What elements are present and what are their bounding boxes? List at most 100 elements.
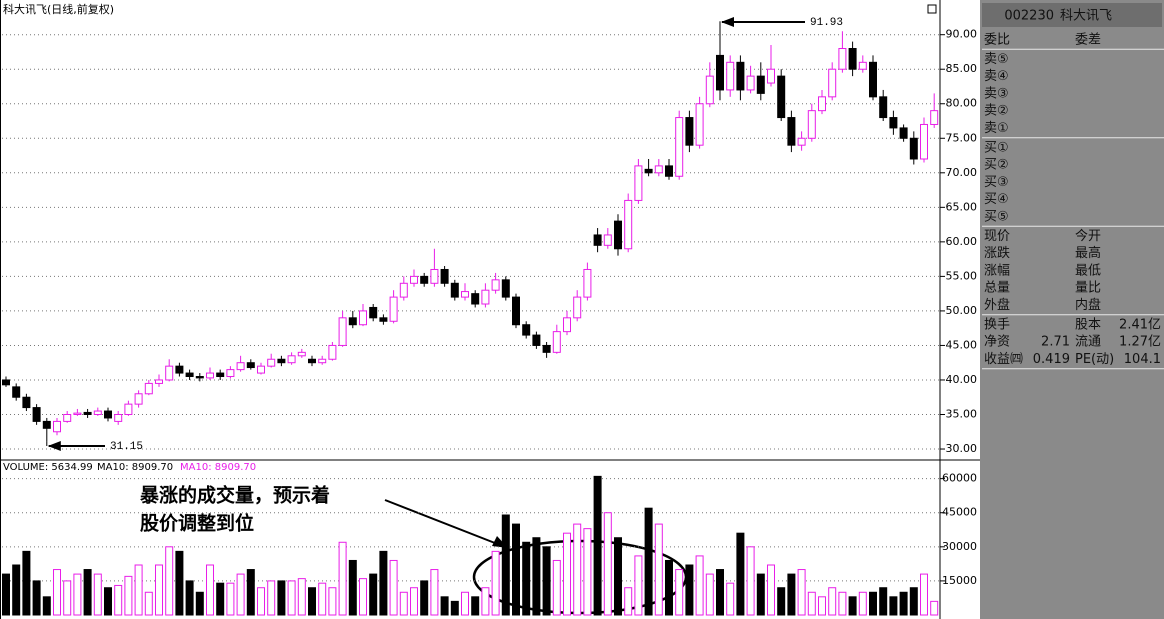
volume-bar	[175, 550, 184, 616]
panel-label: 涨幅	[984, 263, 1010, 278]
volume-bar	[573, 523, 582, 616]
candle-body	[858, 61, 867, 70]
volume-bar	[716, 569, 724, 616]
candle-body	[297, 351, 306, 357]
panel-value: 104.1	[1124, 352, 1161, 367]
volume-bar	[185, 580, 194, 616]
volume-bar	[501, 514, 510, 616]
candle-body	[909, 137, 918, 160]
y-tick-label: 45000	[942, 506, 977, 519]
volume-bar	[277, 580, 286, 616]
candle-body	[185, 372, 194, 378]
arrow-head	[721, 17, 734, 27]
candle-body	[869, 61, 877, 98]
chart-title: 科大讯飞(日线,前复权)	[3, 2, 114, 16]
candle-body	[818, 96, 826, 112]
candle-body	[206, 372, 214, 379]
candle-body	[756, 75, 765, 94]
candle-body	[246, 362, 255, 369]
panel-label: 委差	[1075, 33, 1101, 48]
candle-body	[471, 293, 480, 305]
volume-bar	[512, 523, 520, 616]
volume-bar	[777, 587, 786, 616]
volume-bar	[206, 564, 214, 616]
candle-body	[593, 234, 602, 246]
y-tick-label: 70.00	[946, 166, 978, 179]
candle-body	[889, 117, 898, 129]
volume-bar	[899, 591, 908, 616]
volume-bar	[328, 587, 337, 616]
panel-label: 卖④	[984, 69, 1009, 84]
candle-body	[379, 317, 388, 322]
candle-body	[920, 123, 928, 160]
panel-label: 卖①	[984, 121, 1009, 136]
volume-bar	[522, 541, 531, 616]
stock-name: 科大讯飞	[1060, 9, 1112, 24]
candle-body	[705, 75, 714, 105]
volume-bar	[889, 596, 898, 616]
candle-body	[410, 275, 418, 284]
volume-bar	[624, 587, 633, 616]
candle-body	[501, 279, 510, 298]
volume-bar	[104, 587, 112, 616]
volume-bar	[461, 591, 469, 616]
volume-bar	[338, 541, 347, 616]
volume-bar	[410, 587, 418, 616]
candle-body	[338, 317, 347, 346]
volume-bar	[685, 564, 694, 616]
candle-body	[369, 306, 378, 319]
candle-body	[348, 317, 357, 326]
volume-bar	[736, 532, 745, 616]
candle-body	[542, 344, 551, 353]
volume-bar	[848, 596, 857, 616]
candle-body	[899, 127, 908, 139]
panel-label: 最低	[1075, 263, 1101, 278]
panel-label: 今开	[1075, 228, 1101, 244]
volume-bar	[216, 582, 225, 616]
volume-bar	[236, 573, 245, 616]
panel-label: 买④	[984, 192, 1009, 207]
candle-body	[736, 61, 745, 91]
candle-body	[389, 296, 398, 322]
max-label: 91.93	[810, 17, 843, 29]
candle-body	[93, 410, 102, 415]
volume-bar	[838, 591, 847, 616]
volume-bar	[440, 596, 449, 616]
volume-bar	[124, 575, 133, 616]
candle-body	[461, 291, 469, 298]
volume-bar	[807, 591, 816, 616]
volume-bar	[155, 564, 163, 616]
panel-label: 流通	[1075, 335, 1101, 350]
y-tick-label: 30000	[942, 540, 977, 553]
volume-bar	[53, 569, 61, 616]
candle-body	[12, 386, 21, 398]
candle-body	[583, 268, 592, 298]
volume-bar	[920, 573, 928, 616]
candle-body	[236, 362, 245, 371]
volume-bar	[32, 580, 41, 616]
candle-body	[2, 379, 10, 386]
candle-body	[746, 75, 755, 91]
candle-body	[512, 296, 520, 326]
volume-bar	[83, 569, 92, 616]
candle-body	[226, 369, 235, 378]
y-tick-label: 80.00	[946, 97, 978, 110]
volume-bar	[491, 550, 500, 616]
candle-body	[144, 382, 153, 395]
candle-body	[73, 412, 82, 415]
annotation-arrow	[384, 499, 501, 546]
volume-bar	[828, 587, 837, 616]
candle-body	[624, 199, 633, 250]
volume-bar	[614, 537, 622, 616]
panel-label: 现价	[984, 229, 1010, 244]
candle-body	[675, 117, 684, 177]
volume-bar	[767, 564, 775, 616]
panel-value: 0.419	[1033, 352, 1070, 367]
volume-bar	[644, 507, 653, 616]
candle-body	[644, 168, 653, 174]
y-tick-label: 15000	[942, 574, 977, 587]
panel-label: 量比	[1075, 281, 1101, 296]
volume-label: VOLUME: 5634.99	[3, 462, 93, 473]
y-tick-label: 85.00	[946, 62, 978, 75]
